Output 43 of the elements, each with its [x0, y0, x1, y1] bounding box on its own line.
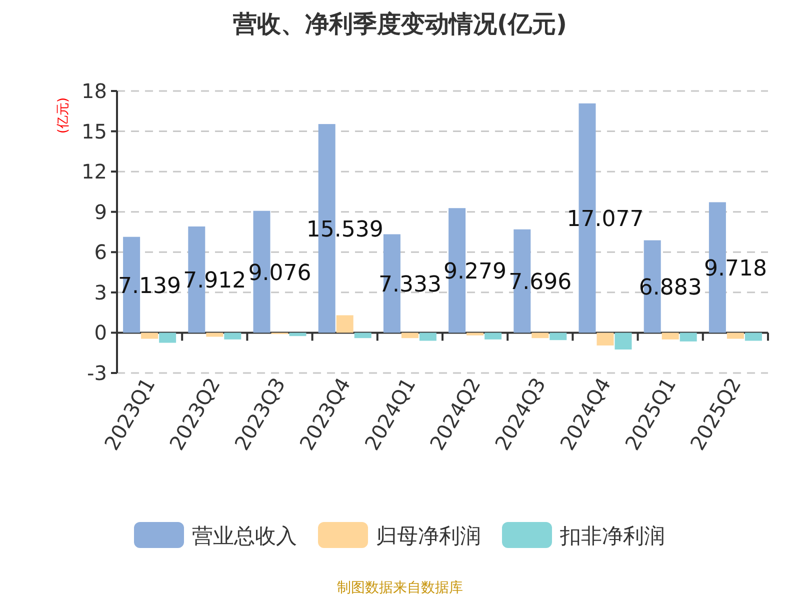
data-label: 9.279	[444, 259, 507, 284]
bar	[726, 332, 744, 339]
bar	[289, 332, 306, 336]
bar	[336, 315, 354, 333]
y-tick-label: 12	[82, 160, 107, 184]
bar	[466, 332, 484, 336]
data-label: 15.539	[306, 217, 384, 242]
legend-label: 扣非净利润	[559, 524, 665, 548]
y-axis-title: (亿元)	[56, 97, 71, 134]
y-tick-label: -3	[87, 361, 107, 385]
bar	[206, 332, 224, 337]
bar	[744, 332, 762, 341]
bar	[680, 332, 697, 342]
y-tick-label: 3	[94, 280, 107, 304]
data-label: 7.139	[118, 274, 182, 299]
y-tick-label: 18	[82, 79, 107, 103]
y-tick-label: 6	[94, 240, 107, 264]
data-label: 6.883	[638, 276, 702, 300]
data-label: 9.718	[704, 256, 767, 282]
text: 制图数据来自数据库	[337, 580, 463, 596]
y-tick-label: 15	[82, 119, 107, 144]
data-label: 7.333	[378, 272, 442, 298]
y-tick-label: 0	[94, 320, 107, 345]
bar	[159, 332, 176, 343]
legend-label: 归母净利润	[376, 524, 481, 548]
data-label: 7.912	[183, 268, 246, 294]
data-label: 17.077	[566, 207, 644, 232]
bar	[614, 332, 632, 350]
bar	[484, 332, 502, 340]
legend-label: 营业总收入	[192, 524, 297, 548]
data-label: 9.076	[248, 260, 312, 286]
data-label: 7.696	[508, 270, 572, 296]
bar	[419, 332, 436, 341]
y-tick-label: 9	[94, 200, 107, 224]
chart-title: 营收、净利季度变动情况(亿元)	[232, 10, 567, 38]
bar	[401, 332, 418, 338]
bar	[141, 332, 158, 339]
bar	[596, 332, 614, 346]
bar	[662, 332, 679, 340]
bar	[224, 332, 242, 340]
bar	[550, 332, 567, 340]
bar	[532, 332, 549, 338]
bar	[354, 332, 372, 338]
